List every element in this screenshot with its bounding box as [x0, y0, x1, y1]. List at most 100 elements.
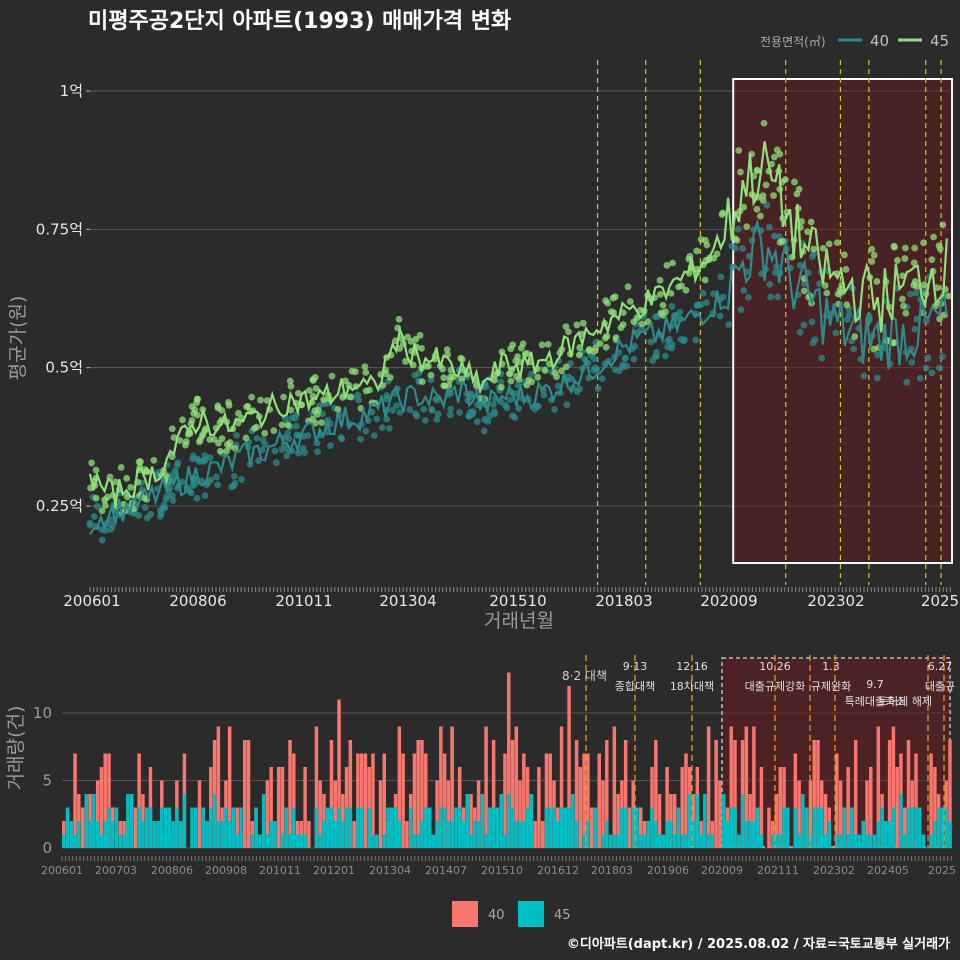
bottom-bar-40	[522, 753, 526, 848]
top-point-45	[840, 251, 848, 259]
bottom-bar-45	[529, 794, 534, 848]
bottom-bar-45	[439, 807, 443, 848]
bottom-bar-45	[804, 807, 809, 848]
top-point-45	[743, 223, 751, 231]
bottom-bar-45	[940, 807, 945, 848]
top-point-45	[804, 228, 811, 236]
bottom-bar-40	[280, 767, 285, 848]
top-point-40	[434, 410, 442, 418]
bottom-bar-40	[812, 740, 816, 848]
top-point-45	[602, 343, 610, 351]
top-point-45	[718, 211, 726, 218]
top-point-45	[873, 278, 881, 285]
bottom-bar-45	[265, 834, 270, 848]
bottom-bar-40	[288, 740, 292, 848]
top-point-40	[283, 452, 291, 460]
bottom-bar-45	[182, 794, 187, 848]
top-point-45	[362, 387, 370, 395]
top-point-40	[406, 406, 414, 413]
top-point-45	[362, 369, 370, 376]
top-point-45	[911, 278, 919, 285]
bottom-bar-45	[691, 821, 696, 848]
bottom-bar-45	[744, 821, 749, 848]
bottom-legend-swatch-45	[518, 901, 544, 927]
bottom-bar-40	[537, 767, 541, 848]
top-point-45	[791, 178, 798, 186]
bottom-ytick-label-1: 5	[42, 772, 52, 790]
top-point-40	[230, 482, 238, 490]
bottom-xtick-label-3: 200908	[205, 864, 247, 877]
bottom-bar-40	[303, 767, 307, 848]
bottom-bar-45	[559, 807, 564, 848]
top-point-40	[936, 364, 943, 372]
top-point-40	[631, 342, 639, 350]
bottom-bar-45	[899, 794, 903, 848]
bottom-bar-45	[646, 821, 651, 848]
bottom-bar-40	[559, 726, 564, 848]
bottom-bar-40	[601, 780, 605, 848]
top-point-40	[766, 281, 774, 288]
top-xtick-label-1: 200806	[169, 592, 226, 610]
bottom-bar-40	[265, 780, 270, 848]
top-point-40	[506, 396, 514, 404]
top-point-40	[288, 414, 296, 422]
bottom-bar-45	[827, 821, 832, 848]
bottom-bar-40	[887, 740, 892, 848]
top-point-40	[98, 536, 106, 544]
top-point-45	[168, 425, 176, 433]
bottom-xtick-label-9: 201612	[537, 864, 579, 877]
top-point-45	[936, 245, 944, 253]
top-point-40	[490, 408, 498, 415]
bottom-bar-45	[254, 807, 258, 848]
bottom-bar-45	[525, 807, 530, 848]
bottom-bar-45	[103, 821, 107, 848]
top-point-45	[928, 256, 936, 263]
top-point-40	[174, 459, 182, 467]
bottom-bar-40	[107, 753, 111, 848]
top-point-40	[90, 513, 98, 520]
top-point-45	[579, 319, 587, 327]
bottom-bar-45	[325, 807, 330, 848]
bottom-bar-45	[948, 821, 952, 848]
bottom-bar-45	[842, 807, 847, 848]
top-point-45	[945, 292, 952, 300]
bottom-bar-45	[616, 834, 620, 848]
bottom-bar-45	[148, 807, 153, 848]
bottom-bar-45	[914, 807, 918, 848]
bottom-bar-40	[902, 807, 907, 848]
top-point-45	[92, 466, 100, 474]
top-point-40	[486, 412, 494, 420]
top-point-45	[313, 410, 321, 418]
top-point-40	[480, 427, 488, 435]
bottom-bar-40	[933, 767, 937, 848]
bottom-bar-45	[812, 807, 816, 848]
top-point-40	[272, 459, 280, 466]
top-point-40	[653, 352, 660, 360]
top-point-40	[844, 316, 851, 323]
top-point-40	[651, 313, 659, 321]
top-point-45	[412, 335, 420, 343]
bottom-bar-45	[171, 821, 175, 848]
top-point-45	[491, 376, 498, 384]
top-point-40	[697, 301, 705, 308]
top-point-45	[626, 298, 634, 305]
top-point-45	[795, 185, 803, 193]
top-point-40	[467, 390, 475, 398]
top-point-45	[287, 382, 295, 390]
top-xtick-label-8: 2025	[921, 592, 959, 610]
bottom-bar-40	[133, 807, 138, 848]
bottom-bar-45	[902, 834, 907, 848]
bottom-xtick-label-5: 201201	[313, 864, 355, 877]
bottom-bar-45	[209, 807, 213, 848]
top-point-40	[337, 434, 345, 441]
bottom-bar-40	[507, 672, 511, 848]
bottom-bar-45	[126, 794, 130, 848]
bottom-bar-45	[163, 807, 168, 848]
bottom-bar-45	[469, 834, 473, 848]
bottom-bar-45	[359, 807, 364, 848]
top-point-45	[346, 393, 354, 401]
bottom-bar-45	[488, 807, 492, 848]
top-point-40	[832, 329, 840, 337]
bottom-bar-45	[239, 807, 243, 848]
bottom-bar-45	[137, 807, 141, 848]
